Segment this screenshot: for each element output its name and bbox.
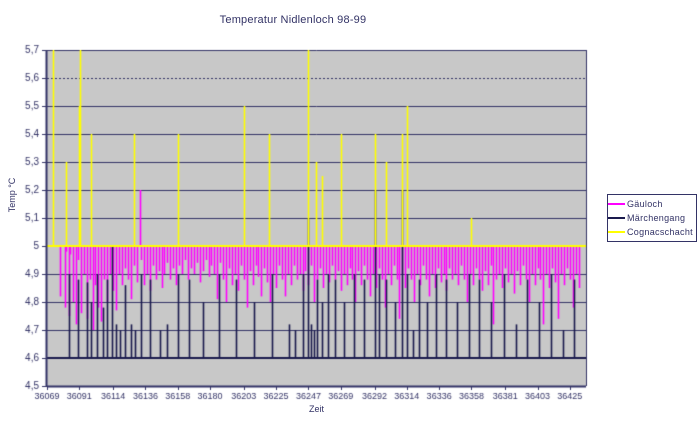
legend-swatch-cognacschacht [608, 231, 625, 233]
legend-swatch-gauloch [608, 203, 625, 205]
legend-swatch-marchengang [608, 217, 625, 219]
y-axis-title: Temp °C [7, 177, 17, 213]
legend-item-gauloch: Gäuloch [608, 197, 693, 211]
legend-item-marchengang: Märchengang [608, 211, 693, 225]
legend-label-gauloch: Gäuloch [627, 199, 663, 209]
chart-legend: Gäuloch Märchengang Cognacschacht [607, 194, 697, 242]
legend-item-cognacschacht: Cognacschacht [608, 225, 693, 239]
legend-label-marchengang: Märchengang [627, 213, 686, 223]
legend-label-cognacschacht: Cognacschacht [627, 227, 693, 237]
x-axis-title: Zeit [308, 404, 324, 414]
